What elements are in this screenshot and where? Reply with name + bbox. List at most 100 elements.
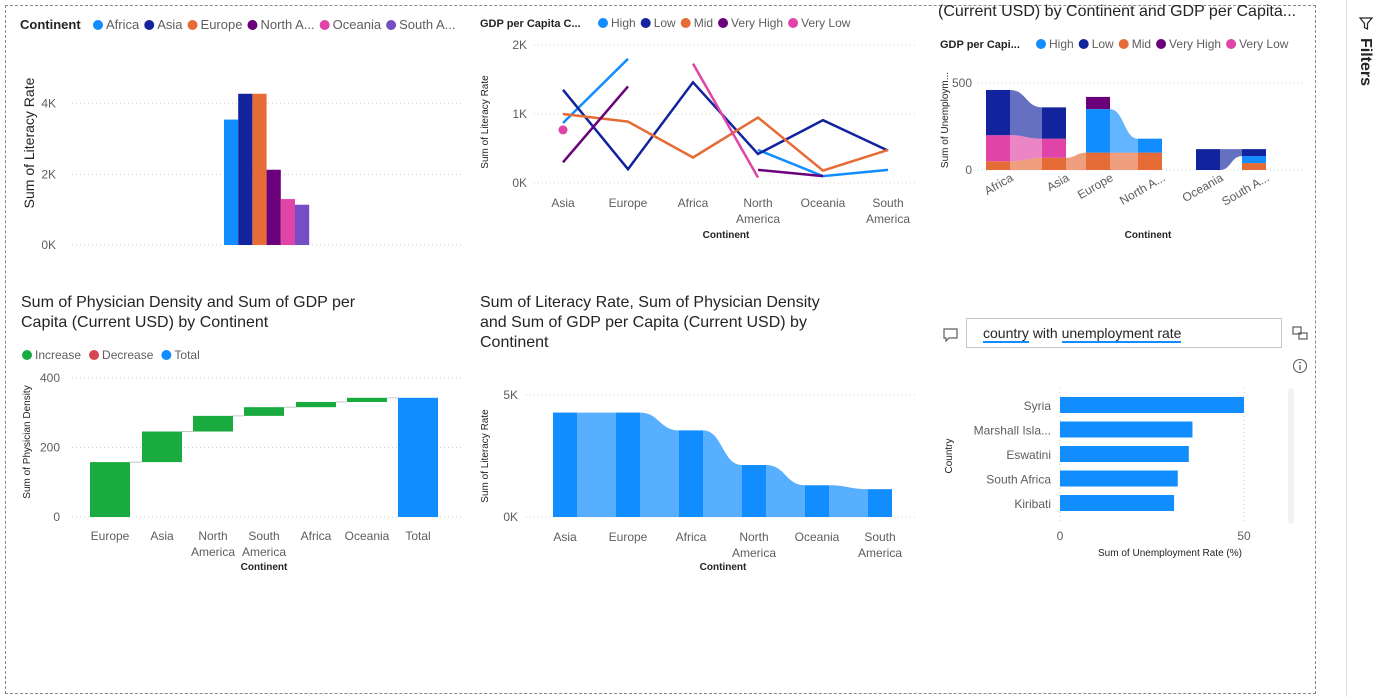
ribbon-band[interactable] bbox=[640, 412, 679, 517]
waterfall-bar-total[interactable] bbox=[398, 397, 438, 517]
bar-south-africa[interactable] bbox=[1060, 470, 1178, 487]
filters-pane-header[interactable]: Filters bbox=[1348, 12, 1384, 102]
bar-eswatini[interactable] bbox=[1060, 446, 1189, 462]
legend-marker[interactable] bbox=[319, 20, 330, 30]
ribbon-column-north-america[interactable] bbox=[742, 465, 766, 517]
ribbon-segment[interactable] bbox=[1138, 152, 1162, 170]
legend-marker[interactable] bbox=[680, 18, 691, 28]
ribbon-column-oceania[interactable] bbox=[805, 485, 829, 517]
waterfall-bar-europe[interactable] bbox=[90, 462, 130, 517]
ribbon-band[interactable] bbox=[1010, 157, 1042, 170]
bar-asia[interactable] bbox=[238, 93, 253, 245]
legend-marker[interactable] bbox=[1118, 39, 1129, 49]
bar-oceania[interactable] bbox=[280, 199, 295, 245]
series-line-very-low[interactable] bbox=[691, 62, 760, 179]
legend-marker[interactable] bbox=[1078, 39, 1089, 49]
literacy-by-continent-chart[interactable]: Continent Africa Asia Europe North A... Ocea… bbox=[10, 8, 470, 268]
ribbon-band[interactable] bbox=[1220, 149, 1242, 170]
legend-label[interactable]: Low bbox=[1092, 37, 1114, 51]
series-line-very-high[interactable] bbox=[562, 85, 629, 164]
ribbon-segment[interactable] bbox=[986, 89, 1010, 136]
ribbon-column-south-america[interactable] bbox=[868, 489, 892, 517]
series-line-high[interactable] bbox=[562, 57, 629, 124]
ribbon-segment[interactable] bbox=[1196, 149, 1220, 170]
ribbon-segment[interactable] bbox=[1086, 152, 1110, 170]
bar-kiribati[interactable] bbox=[1060, 495, 1175, 511]
ribbon-segment[interactable] bbox=[1242, 149, 1266, 157]
series-line-mid[interactable] bbox=[562, 112, 889, 172]
ribbon-band[interactable] bbox=[1110, 109, 1138, 153]
legend-label[interactable]: Very High bbox=[731, 16, 783, 30]
legend-marker[interactable] bbox=[788, 18, 799, 28]
waterfall-bar-south-america[interactable] bbox=[244, 407, 284, 416]
legend-label[interactable]: Mid bbox=[694, 16, 713, 30]
ribbon-segment[interactable] bbox=[1086, 109, 1110, 153]
ribbon-column-europe[interactable] bbox=[616, 412, 640, 517]
waterfall-bar-asia[interactable] bbox=[142, 431, 182, 463]
legend-marker[interactable] bbox=[161, 350, 172, 360]
series-line-low[interactable] bbox=[562, 80, 889, 172]
legend-marker[interactable] bbox=[1226, 39, 1237, 49]
ribbon-band[interactable] bbox=[1010, 89, 1042, 139]
legend-label[interactable]: High bbox=[1049, 37, 1074, 51]
bar-south-a-[interactable] bbox=[295, 204, 310, 245]
legend-marker[interactable] bbox=[718, 18, 729, 28]
info-icon[interactable] bbox=[1292, 358, 1308, 374]
waterfall-bar-oceania[interactable] bbox=[347, 397, 387, 402]
literacy-line-chart[interactable]: GDP per Capita C... High Low Mid Very High V… bbox=[472, 8, 920, 268]
ribbon-band[interactable] bbox=[577, 412, 616, 517]
bar-syria[interactable] bbox=[1060, 397, 1244, 413]
ribbon-column-asia[interactable] bbox=[553, 412, 577, 517]
waterfall-bar-north-america[interactable] bbox=[193, 415, 233, 432]
legend-marker[interactable] bbox=[144, 20, 155, 30]
legend-label[interactable]: Oceania bbox=[333, 17, 382, 32]
qna-bar-chart[interactable]: Country Sum of Unemployment Rate (%) 0 50… bbox=[932, 380, 1292, 570]
literacy-ribbon-chart[interactable]: Sum of Literacy Rate Continent 5K 0K Asia E… bbox=[472, 370, 920, 580]
legend-marker[interactable] bbox=[89, 350, 100, 360]
ribbon-band[interactable] bbox=[829, 485, 868, 517]
legend-marker[interactable] bbox=[247, 20, 258, 30]
legend-marker[interactable] bbox=[640, 18, 651, 28]
ribbon-segment[interactable] bbox=[1138, 138, 1162, 153]
filters-pane[interactable] bbox=[1346, 0, 1388, 697]
ribbon-column-africa[interactable] bbox=[679, 430, 703, 517]
legend-label[interactable]: Asia bbox=[157, 17, 183, 32]
qna-scrollbar[interactable] bbox=[1288, 388, 1294, 524]
legend-marker[interactable] bbox=[1036, 39, 1046, 49]
legend-marker[interactable] bbox=[1156, 39, 1167, 49]
legend-marker[interactable] bbox=[187, 20, 198, 30]
waterfall-bar-africa[interactable] bbox=[296, 401, 336, 408]
ribbon-segment[interactable] bbox=[986, 161, 1010, 170]
ribbon-segment[interactable] bbox=[1042, 138, 1066, 158]
legend-marker[interactable] bbox=[93, 20, 103, 30]
qna-question-input[interactable]: country with unemployment rate bbox=[966, 318, 1282, 348]
ribbon-band[interactable] bbox=[1010, 135, 1042, 162]
legend-label[interactable]: Very Low bbox=[801, 16, 851, 30]
legend-label[interactable]: Europe bbox=[201, 17, 243, 32]
bar-europe[interactable] bbox=[252, 93, 267, 245]
qna-chat-icon[interactable] bbox=[942, 327, 960, 343]
bar-africa[interactable] bbox=[224, 119, 239, 245]
series-line-very-high[interactable] bbox=[757, 168, 824, 178]
ribbon-segment[interactable] bbox=[986, 135, 1010, 162]
bar-north-a-[interactable] bbox=[266, 169, 281, 245]
ribbon-segment[interactable] bbox=[1042, 157, 1066, 170]
legend-label[interactable]: Decrease bbox=[102, 348, 154, 362]
legend-label[interactable]: Mid bbox=[1132, 37, 1151, 51]
legend-label[interactable]: South A... bbox=[399, 17, 455, 32]
legend-label[interactable]: Very High bbox=[1169, 37, 1221, 51]
ribbon-segment[interactable] bbox=[1042, 107, 1066, 139]
ribbon-band[interactable] bbox=[703, 430, 742, 517]
series-point-very-low[interactable] bbox=[558, 125, 568, 135]
bar-marshall-isla-[interactable] bbox=[1060, 421, 1193, 438]
ribbon-band[interactable] bbox=[1066, 152, 1086, 170]
legend-marker[interactable] bbox=[386, 20, 397, 30]
unemployment-ribbon-chart[interactable]: (Current USD) by Continent and GDP per C… bbox=[932, 0, 1316, 268]
ribbon-segment[interactable] bbox=[1242, 156, 1266, 164]
legend-label[interactable]: Total bbox=[174, 348, 199, 362]
ribbon-segment[interactable] bbox=[1242, 163, 1266, 170]
legend-label[interactable]: Increase bbox=[35, 348, 81, 362]
legend-label[interactable]: North A... bbox=[260, 17, 314, 32]
legend-marker[interactable] bbox=[22, 350, 32, 360]
physician-waterfall-chart[interactable]: Increase Decrease Total Sum of Physician D… bbox=[10, 340, 470, 580]
